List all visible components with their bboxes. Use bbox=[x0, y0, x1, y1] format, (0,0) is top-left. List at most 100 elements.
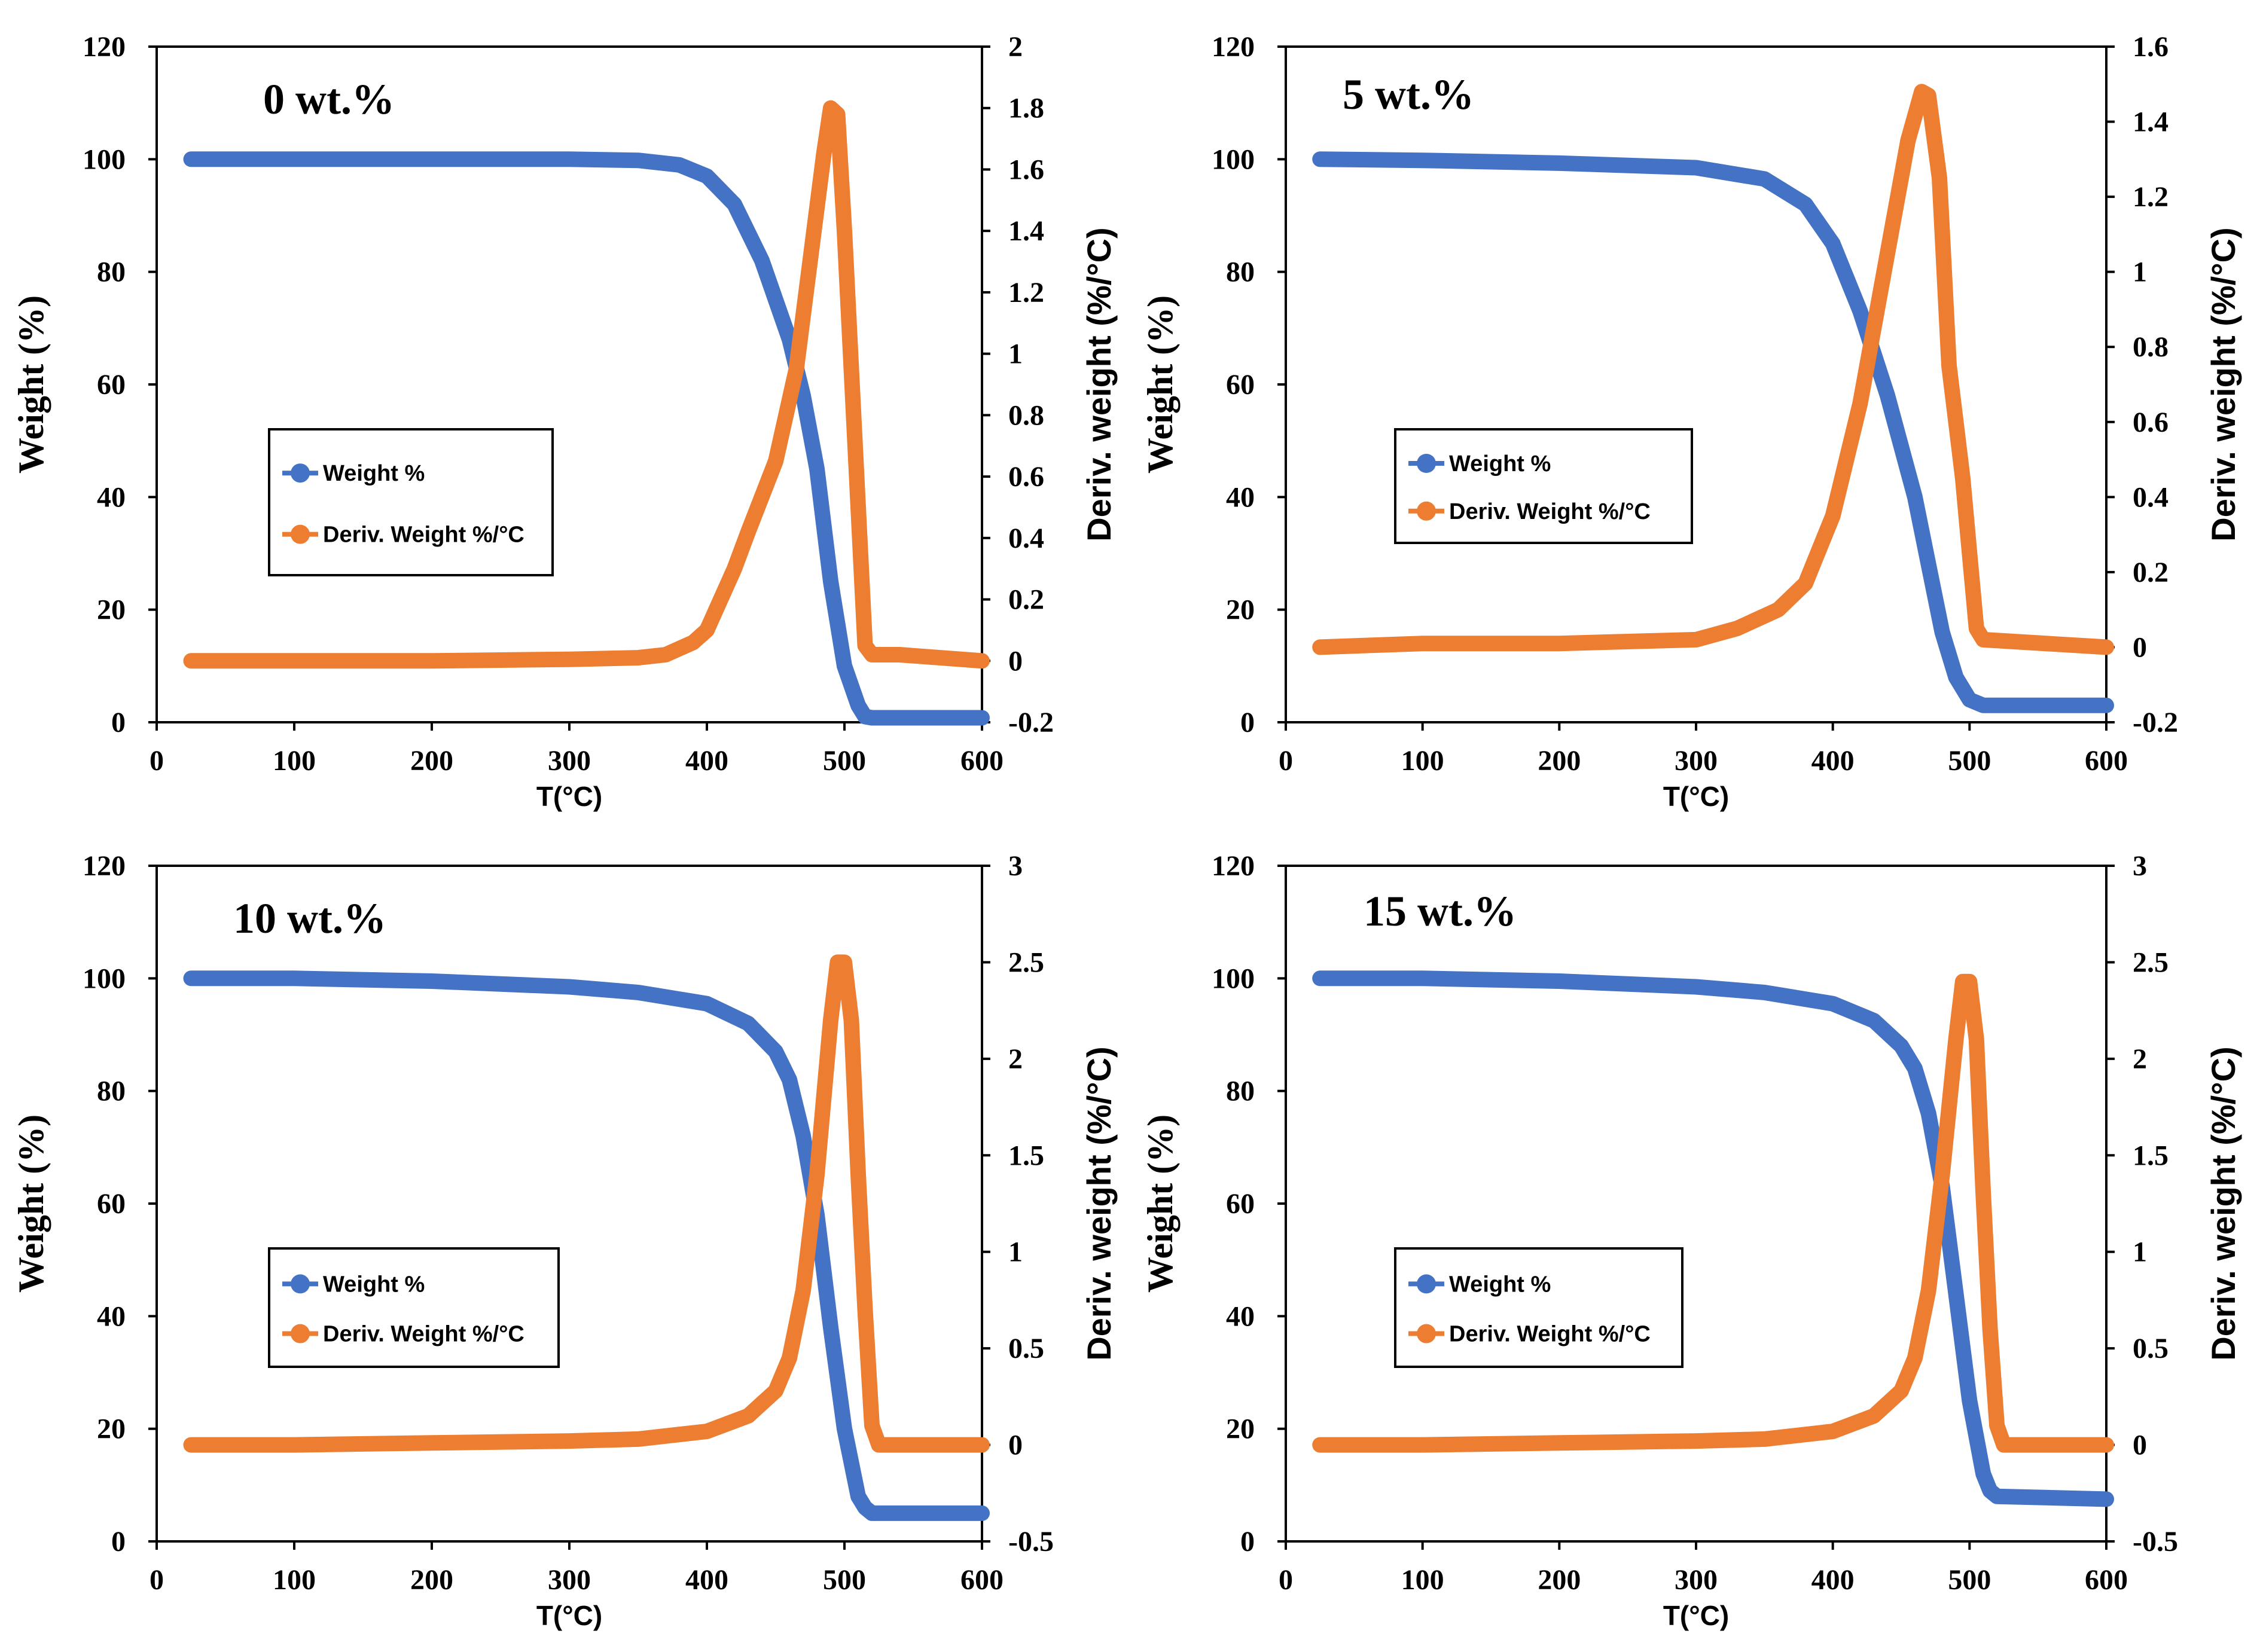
y2-tick-label: 2 bbox=[1008, 31, 1023, 63]
y-tick-label: 20 bbox=[97, 1413, 126, 1445]
y-tick-label: 40 bbox=[97, 481, 126, 513]
y-tick-label: 120 bbox=[83, 31, 126, 63]
x-tick-label: 200 bbox=[1538, 745, 1581, 777]
y2-tick-label: 1.5 bbox=[1008, 1140, 1044, 1171]
legend-box bbox=[268, 1247, 560, 1368]
y2-tick-label: 0.5 bbox=[2133, 1333, 2169, 1364]
legend-swatch-marker bbox=[291, 524, 310, 544]
x-tick-label: 600 bbox=[960, 745, 1004, 777]
y-axis-label: Weight (%) bbox=[1140, 295, 1180, 474]
y2-tick-label: 2 bbox=[2133, 1043, 2147, 1075]
x-axis-label: T(°C) bbox=[536, 781, 602, 812]
y-tick-label: 100 bbox=[1212, 143, 1255, 175]
panel-title: 0 wt.% bbox=[263, 75, 395, 123]
x-tick-label: 600 bbox=[2085, 1564, 2128, 1596]
chart-panel: 0 100 200 300 400 500 600 0 20 40 60 80 100 120 -0.5 0 0… bbox=[11, 850, 1118, 1631]
deriv-weight-series-line bbox=[1312, 973, 2114, 1453]
panel-title: 15 wt.% bbox=[1364, 887, 1517, 935]
x-tick-label: 600 bbox=[960, 1564, 1004, 1596]
y-tick-label: 120 bbox=[1212, 31, 1255, 63]
y2-tick-label: 2.5 bbox=[2133, 946, 2169, 978]
y2-tick-label: 0 bbox=[2133, 631, 2147, 663]
x-tick-label: 500 bbox=[823, 745, 866, 777]
y-axis-label: Weight (%) bbox=[1140, 1114, 1180, 1293]
y2-tick-label: 0.8 bbox=[1008, 399, 1044, 431]
y2-tick-label: 0.2 bbox=[1008, 584, 1044, 616]
y2-tick-label: 1 bbox=[2133, 256, 2147, 288]
x-tick-label: 0 bbox=[150, 745, 164, 777]
y-tick-label: 40 bbox=[1226, 1300, 1255, 1332]
x-tick-label: 300 bbox=[548, 745, 591, 777]
y-tick-label: 100 bbox=[83, 963, 126, 994]
deriv-weight-series-line bbox=[1312, 84, 2114, 655]
y2-tick-label: 1.4 bbox=[2133, 106, 2169, 138]
y2-tick-label: 0.5 bbox=[1008, 1333, 1044, 1364]
weight-series-line bbox=[1312, 970, 2114, 1507]
legend-swatch-marker bbox=[291, 1274, 310, 1294]
x-tick-label: 300 bbox=[1675, 1564, 1718, 1596]
y-tick-label: 120 bbox=[1212, 850, 1255, 882]
x-tick-label: 500 bbox=[1948, 745, 1991, 777]
y-axis-label: Weight (%) bbox=[11, 295, 51, 474]
y-axis-label: Weight (%) bbox=[11, 1114, 51, 1293]
y2-tick-label: 1.2 bbox=[1008, 277, 1044, 309]
y-tick-label: 0 bbox=[1240, 1526, 1255, 1558]
x-tick-label: 100 bbox=[273, 745, 316, 777]
y2-axis-label: Deriv. weight (%/°C) bbox=[1080, 1046, 1118, 1360]
y-tick-label: 20 bbox=[1226, 1413, 1255, 1445]
weight-series-line bbox=[183, 151, 990, 726]
deriv-weight-series-line bbox=[183, 100, 990, 669]
legend-swatch-marker bbox=[1417, 454, 1436, 473]
y2-tick-label: 0.2 bbox=[2133, 557, 2169, 588]
y-tick-label: 80 bbox=[1226, 256, 1255, 288]
x-tick-label: 400 bbox=[1811, 1564, 1855, 1596]
y2-tick-label: 1.4 bbox=[1008, 215, 1044, 247]
legend-box bbox=[1394, 1247, 1683, 1368]
y2-tick-label: 0.4 bbox=[1008, 523, 1044, 554]
legend: Weight % Deriv. Weight %/°C bbox=[1394, 428, 1693, 544]
y-tick-label: 20 bbox=[1226, 594, 1255, 626]
legend-label: Deriv. Weight %/°C bbox=[323, 523, 524, 548]
y-tick-label: 40 bbox=[97, 1300, 126, 1332]
x-tick-label: 300 bbox=[548, 1564, 591, 1596]
y2-tick-label: 0 bbox=[2133, 1430, 2147, 1461]
legend-label: Weight % bbox=[323, 1272, 425, 1297]
x-tick-label: 200 bbox=[410, 745, 453, 777]
y2-axis-label: Deriv. weight (%/°C) bbox=[1080, 227, 1118, 541]
legend-label: Deriv. Weight %/°C bbox=[1449, 1322, 1651, 1347]
y2-tick-label: -0.5 bbox=[1008, 1526, 1054, 1558]
y2-tick-label: 2.5 bbox=[1008, 946, 1044, 978]
y2-tick-label: 0 bbox=[1008, 1430, 1023, 1461]
y2-tick-label: 1.5 bbox=[2133, 1140, 2169, 1171]
legend-label: Weight % bbox=[323, 461, 425, 486]
y-tick-label: 40 bbox=[1226, 481, 1255, 513]
x-tick-label: 500 bbox=[823, 1564, 866, 1596]
y-tick-label: 100 bbox=[83, 143, 126, 175]
y2-tick-label: 2 bbox=[1008, 1043, 1023, 1075]
y2-tick-label: 1 bbox=[2133, 1236, 2147, 1268]
x-tick-label: 0 bbox=[1279, 745, 1293, 777]
y2-tick-label: -0.2 bbox=[1008, 707, 1054, 738]
y2-tick-label: 0.4 bbox=[2133, 481, 2169, 513]
legend-swatch-marker bbox=[291, 463, 310, 483]
y2-tick-label: 1.6 bbox=[1008, 154, 1044, 185]
x-tick-label: 100 bbox=[1401, 1564, 1444, 1596]
x-axis-label: T(°C) bbox=[1663, 1600, 1729, 1631]
y2-tick-label: 0 bbox=[1008, 645, 1023, 677]
legend-label: Weight % bbox=[1449, 1272, 1551, 1297]
y-tick-label: 0 bbox=[111, 1526, 126, 1558]
legend: Weight % Deriv. Weight %/°C bbox=[268, 428, 554, 576]
y-tick-label: 80 bbox=[97, 1076, 126, 1107]
y-tick-label: 20 bbox=[97, 594, 126, 626]
y2-tick-label: 1 bbox=[1008, 1236, 1023, 1268]
y2-tick-label: 0.6 bbox=[2133, 407, 2169, 438]
y-tick-label: 60 bbox=[97, 1188, 126, 1220]
x-axis-label: T(°C) bbox=[536, 1600, 602, 1631]
y2-axis-label: Deriv. weight (%/°C) bbox=[2204, 227, 2242, 541]
y-tick-label: 80 bbox=[97, 256, 126, 288]
y-tick-label: 60 bbox=[1226, 1188, 1255, 1220]
chart-panel: 0 100 200 300 400 500 600 0 20 40 60 80 100 120 -0.5 0 0… bbox=[1140, 850, 2242, 1631]
deriv-weight-series-line bbox=[183, 954, 990, 1453]
x-tick-label: 100 bbox=[1401, 745, 1444, 777]
chart-panel: 0 100 200 300 400 500 600 0 20 40 60 80 100 120 -0.2 0 0… bbox=[11, 31, 1118, 812]
